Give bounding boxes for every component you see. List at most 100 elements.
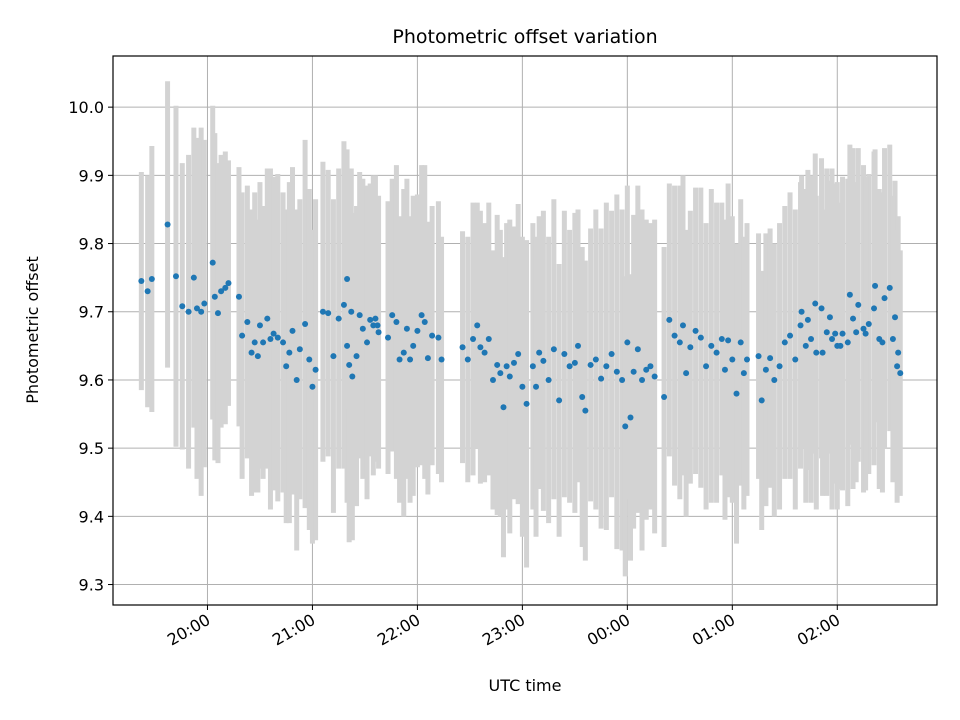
data-point	[666, 316, 673, 323]
data-point	[679, 322, 686, 329]
chart-title: Photometric offset variation	[392, 26, 657, 48]
data-point	[280, 339, 287, 346]
data-point	[374, 322, 381, 329]
data-point	[813, 349, 820, 356]
data-point	[729, 356, 736, 363]
data-point	[494, 361, 501, 368]
data-point	[627, 414, 634, 421]
data-point	[608, 351, 615, 358]
y-tick-label: 9.3	[79, 576, 104, 595]
data-point	[260, 339, 267, 346]
data-point	[776, 363, 783, 370]
data-point	[697, 334, 704, 341]
data-point	[651, 373, 658, 380]
data-point	[489, 376, 496, 383]
data-point	[370, 322, 377, 329]
data-point	[344, 276, 351, 283]
data-point	[897, 370, 904, 377]
data-point	[872, 282, 879, 289]
data-point	[582, 407, 589, 414]
data-point	[283, 363, 290, 370]
y-tick-label: 10.0	[68, 98, 104, 117]
data-point	[497, 370, 504, 377]
data-point	[218, 288, 225, 295]
data-point	[414, 327, 421, 334]
data-point	[400, 349, 407, 356]
data-point	[335, 315, 342, 322]
data-point	[894, 363, 901, 370]
data-point	[485, 336, 492, 343]
y-tick-label: 9.4	[79, 507, 104, 526]
data-point	[222, 284, 229, 291]
data-point	[839, 330, 846, 337]
data-point	[349, 373, 356, 380]
data-point	[829, 336, 836, 343]
data-point	[481, 349, 488, 356]
data-point	[506, 373, 513, 380]
data-point	[818, 305, 825, 312]
y-tick-label: 9.9	[79, 166, 104, 185]
data-point	[344, 342, 351, 349]
data-point	[209, 259, 216, 266]
data-point	[470, 336, 477, 343]
data-point	[144, 288, 151, 295]
data-point	[235, 293, 242, 300]
data-point	[846, 291, 853, 298]
data-point	[808, 336, 815, 343]
data-point	[239, 332, 246, 339]
data-point	[566, 363, 573, 370]
data-point	[459, 344, 466, 351]
data-point	[895, 349, 902, 356]
data-point	[340, 301, 347, 308]
data-point	[179, 303, 186, 310]
data-point	[683, 370, 690, 377]
data-point	[879, 339, 886, 346]
data-point	[348, 308, 355, 315]
data-point	[214, 310, 221, 317]
data-point	[211, 293, 218, 300]
data-point	[225, 280, 232, 287]
data-point	[372, 315, 379, 322]
y-tick-label: 9.7	[79, 303, 104, 322]
data-point	[647, 363, 654, 370]
data-point	[302, 321, 309, 328]
data-point	[264, 315, 271, 322]
data-point	[477, 344, 484, 351]
data-point	[201, 300, 208, 307]
data-point	[733, 390, 740, 397]
data-point	[886, 284, 893, 291]
data-point	[306, 356, 313, 363]
data-point	[248, 349, 255, 356]
data-point	[865, 321, 872, 328]
data-point	[613, 368, 620, 375]
data-point	[619, 376, 626, 383]
data-point	[550, 346, 557, 353]
data-point	[802, 342, 809, 349]
data-point	[671, 332, 678, 339]
data-point	[270, 330, 277, 337]
data-point	[138, 278, 145, 285]
data-point	[804, 316, 811, 323]
data-point	[643, 366, 650, 373]
data-point	[293, 376, 300, 383]
data-point	[403, 325, 410, 332]
data-point	[837, 342, 844, 349]
data-point	[860, 325, 867, 332]
data-point	[319, 308, 326, 315]
data-point	[737, 339, 744, 346]
data-point	[713, 349, 720, 356]
x-axis-title: UTC time	[489, 676, 562, 695]
data-point	[346, 361, 353, 368]
data-point	[418, 312, 425, 319]
data-point	[639, 376, 646, 383]
data-point	[296, 346, 303, 353]
data-point	[510, 359, 517, 366]
data-point	[579, 393, 586, 400]
data-point	[438, 356, 445, 363]
data-point	[556, 397, 563, 404]
data-point	[536, 349, 543, 356]
data-point	[429, 332, 436, 339]
plot-area	[112, 55, 938, 606]
data-point	[812, 300, 819, 307]
